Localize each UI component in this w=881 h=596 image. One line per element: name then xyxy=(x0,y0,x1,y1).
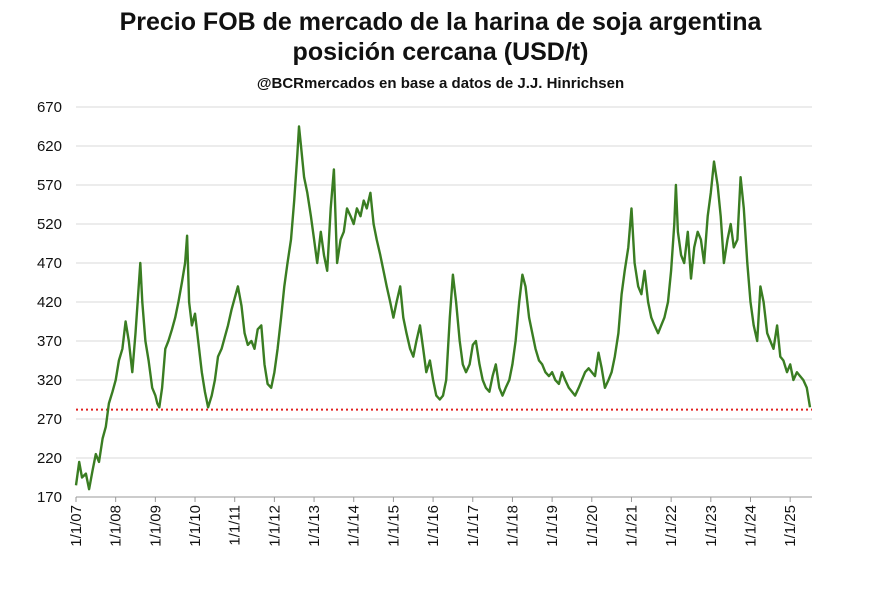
x-tick-label: 1/1/10 xyxy=(187,505,204,547)
y-tick-label: 320 xyxy=(37,372,62,389)
x-tick-label: 1/1/22 xyxy=(663,505,680,547)
chart-subtitle: posición cercana (USD/t) xyxy=(292,38,589,66)
x-tick-label: 1/1/07 xyxy=(68,505,85,547)
x-tick-label: 1/1/08 xyxy=(108,505,125,547)
y-tick-label: 570 xyxy=(37,177,62,194)
gridlines xyxy=(76,106,812,459)
x-tick-label: 1/1/17 xyxy=(465,505,482,547)
x-tick-label: 1/1/19 xyxy=(544,505,561,547)
y-tick-label: 670 xyxy=(37,99,62,116)
series-line xyxy=(74,125,812,491)
y-tick-label: 520 xyxy=(37,216,62,233)
x-tick-label: 1/1/13 xyxy=(306,505,323,547)
x-tick-label: 1/1/09 xyxy=(147,505,164,547)
x-tick-label: 1/1/25 xyxy=(782,505,799,547)
x-tick-label: 1/1/15 xyxy=(385,505,402,547)
x-tick-label: 1/1/16 xyxy=(425,505,442,547)
y-tick-label: 170 xyxy=(37,489,62,506)
y-tick-label: 620 xyxy=(37,138,62,155)
x-tick-label: 1/1/24 xyxy=(743,505,760,547)
x-tick-label: 1/1/18 xyxy=(504,505,521,547)
chart-title: Precio FOB de mercado de la harina de so… xyxy=(119,8,762,36)
y-tick-label: 420 xyxy=(37,294,62,311)
y-tick-label: 370 xyxy=(37,333,62,350)
x-tick-label: 1/1/12 xyxy=(266,505,283,547)
x-tick-label: 1/1/11 xyxy=(227,505,244,546)
x-tick-label: 1/1/23 xyxy=(703,505,720,547)
y-tick-label: 220 xyxy=(37,450,62,467)
x-tick-label: 1/1/21 xyxy=(623,505,640,547)
x-axis-ticks: 1/1/07 1/1/08 1/1/09 1/1/10 1/1/11 1/1/12 1/1/… xyxy=(68,497,799,547)
y-axis-ticks: 170 220 270 320 370 420 470 520 570 620 670 xyxy=(37,99,62,506)
x-tick-label: 1/1/20 xyxy=(584,505,601,547)
y-tick-label: 270 xyxy=(37,411,62,428)
x-tick-label: 1/1/14 xyxy=(346,505,363,547)
chart-source: @BCRmercados en base a datos de J.J. Hin… xyxy=(256,75,625,92)
y-tick-label: 470 xyxy=(37,255,62,272)
